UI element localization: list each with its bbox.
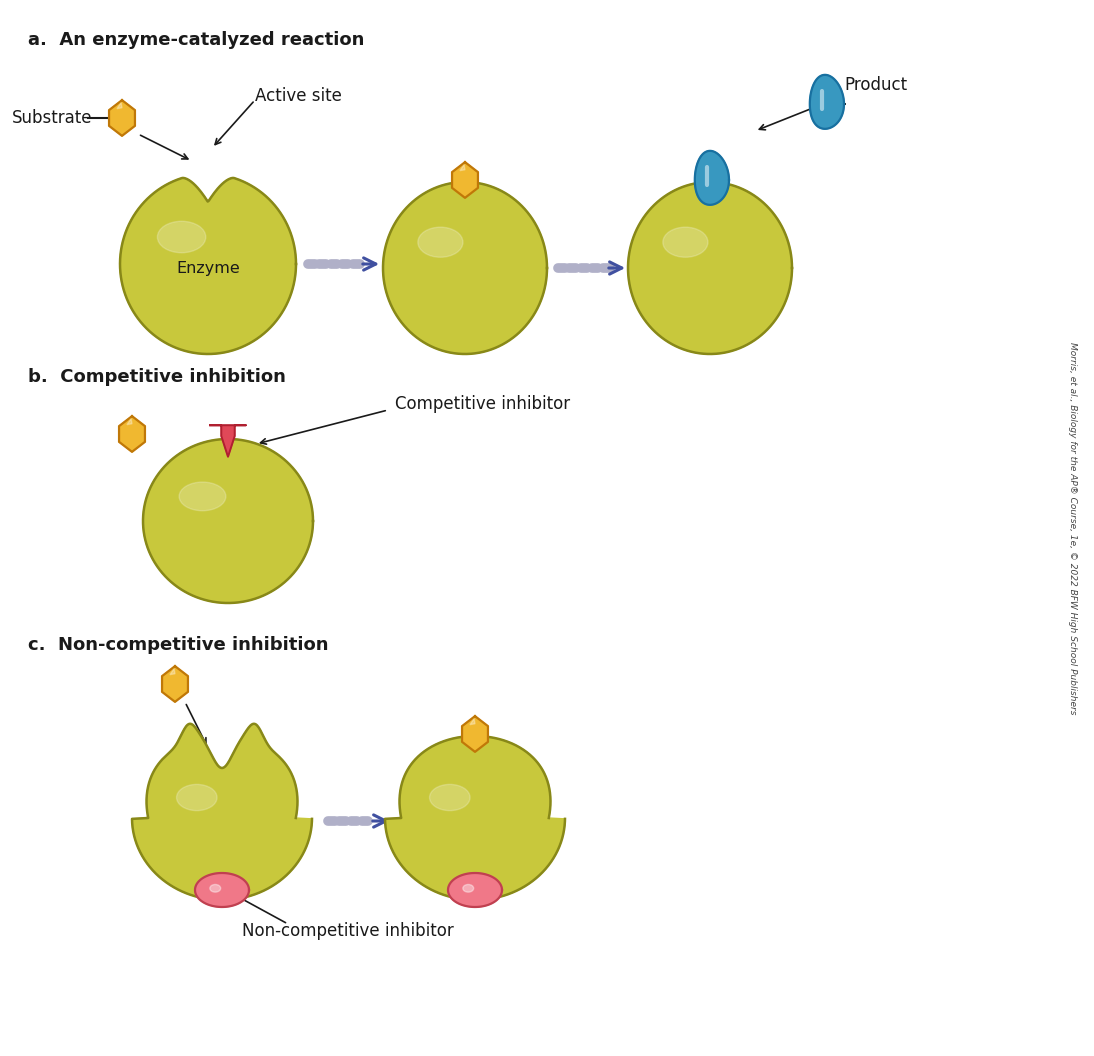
Ellipse shape [430, 785, 470, 811]
Text: Non-competitive inhibitor: Non-competitive inhibitor [242, 922, 454, 940]
Polygon shape [695, 151, 729, 205]
Ellipse shape [418, 227, 463, 258]
Polygon shape [109, 100, 135, 136]
Polygon shape [120, 177, 296, 354]
Ellipse shape [663, 227, 708, 258]
Ellipse shape [176, 785, 217, 811]
Polygon shape [470, 719, 475, 724]
Polygon shape [170, 668, 175, 675]
Polygon shape [127, 418, 132, 425]
Text: c.  Non-competitive inhibition: c. Non-competitive inhibition [28, 636, 328, 654]
Polygon shape [449, 873, 502, 907]
Text: Product: Product [843, 76, 907, 94]
Text: Competitive inhibitor: Competitive inhibitor [395, 395, 570, 413]
Text: b.  Competitive inhibition: b. Competitive inhibition [28, 367, 286, 386]
Polygon shape [210, 426, 246, 457]
Polygon shape [195, 873, 249, 907]
Polygon shape [162, 666, 188, 702]
Polygon shape [452, 163, 478, 197]
Text: Active site: Active site [255, 87, 341, 105]
Polygon shape [143, 439, 313, 603]
Text: a.  An enzyme-catalyzed reaction: a. An enzyme-catalyzed reaction [28, 31, 364, 49]
Polygon shape [810, 75, 843, 129]
Text: Morris, et al., Biology for the AP® Course, 1e, © 2022 BFW High School Publisher: Morris, et al., Biology for the AP® Cour… [1068, 342, 1076, 714]
Polygon shape [117, 102, 123, 109]
Ellipse shape [210, 885, 221, 892]
Polygon shape [119, 416, 146, 452]
Polygon shape [132, 723, 312, 900]
Ellipse shape [179, 482, 225, 511]
Polygon shape [459, 165, 465, 171]
Polygon shape [628, 182, 792, 354]
Text: Substrate: Substrate [12, 109, 93, 127]
Text: Enzyme: Enzyme [176, 262, 240, 277]
Polygon shape [385, 736, 565, 900]
Ellipse shape [463, 885, 474, 892]
Ellipse shape [158, 222, 206, 252]
Polygon shape [462, 716, 488, 752]
Polygon shape [383, 182, 547, 354]
